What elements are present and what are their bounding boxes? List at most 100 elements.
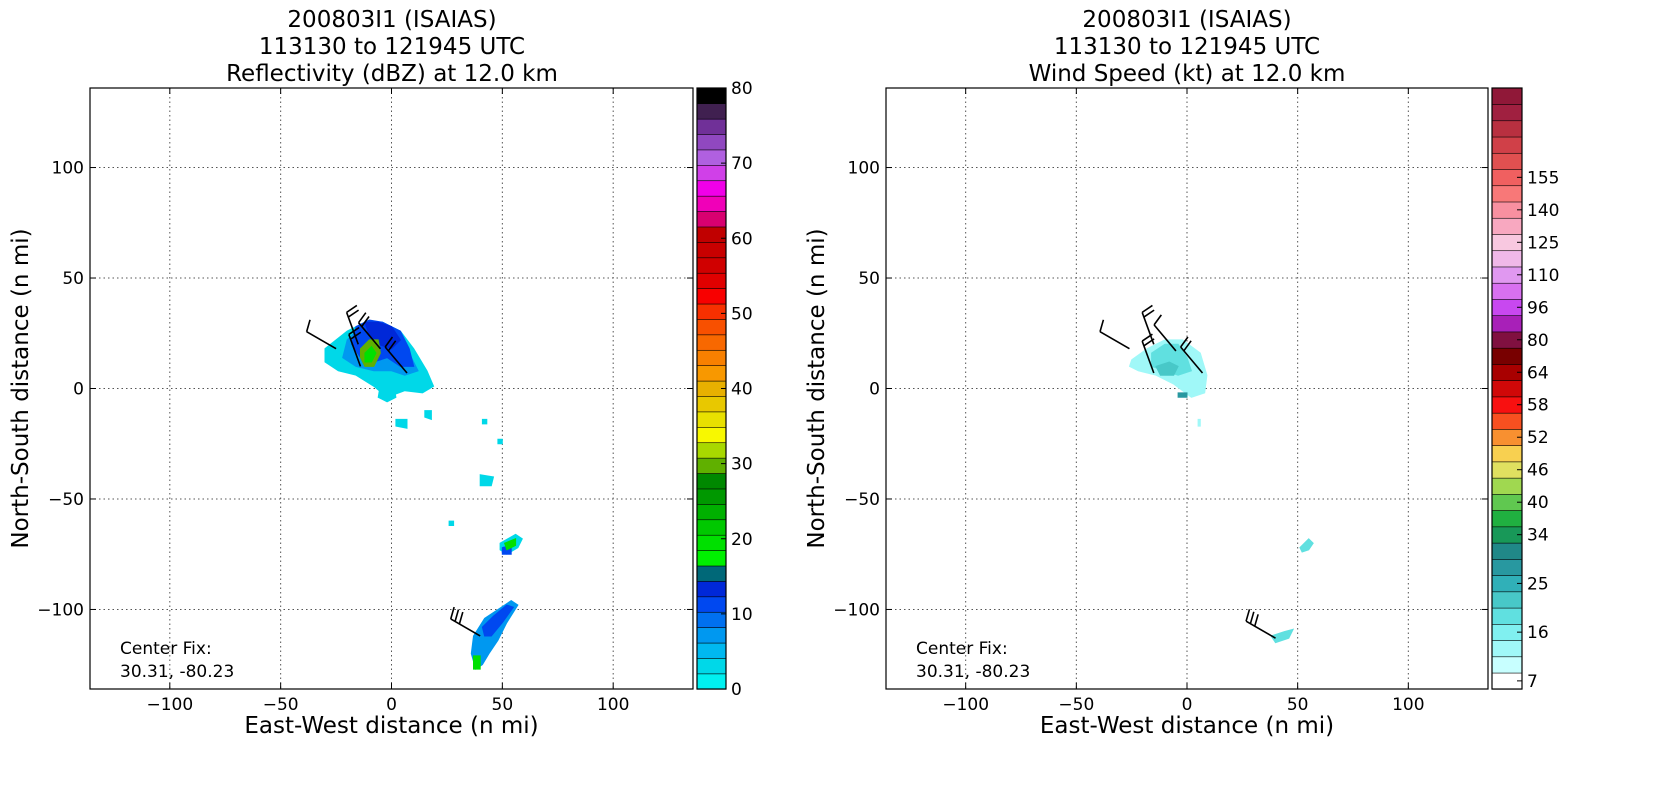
wind-barb-flag bbox=[1183, 340, 1192, 352]
chart-title-line: 113130 to 121945 UTC bbox=[1054, 34, 1320, 60]
x-axis-label: East-West distance (n mi) bbox=[1040, 713, 1334, 739]
colorbar-segment bbox=[696, 395, 727, 413]
y-tick-label: 100 bbox=[848, 159, 880, 179]
y-tick-label: −100 bbox=[833, 600, 880, 620]
colorbar-tick-label: 64 bbox=[1527, 363, 1549, 383]
colorbar-segment bbox=[1491, 445, 1523, 463]
x-tick-label: 50 bbox=[1287, 695, 1309, 715]
x-tick-label: 0 bbox=[1182, 695, 1193, 715]
wind-barb bbox=[345, 304, 360, 345]
wind-barb-flag bbox=[347, 309, 360, 318]
y-tick-label: −50 bbox=[844, 490, 880, 510]
colorbar-tick-label: 52 bbox=[1527, 428, 1549, 448]
chart-title-line: Reflectivity (dBZ) at 12.0 km bbox=[226, 61, 558, 87]
data-region bbox=[364, 345, 377, 363]
colorbar-segment bbox=[696, 288, 727, 305]
colorbar-segment bbox=[696, 210, 727, 228]
data-region bbox=[1197, 418, 1201, 427]
colorbar-segment bbox=[696, 226, 727, 243]
data-region bbox=[377, 383, 397, 403]
wind-barb-flag bbox=[1141, 304, 1153, 314]
colorbar-tick-label: 110 bbox=[1527, 266, 1559, 286]
x-tick-label: 100 bbox=[597, 695, 629, 715]
colorbar-segment bbox=[696, 488, 727, 505]
colorbar-segment bbox=[1491, 152, 1523, 170]
colorbar-segment bbox=[696, 257, 727, 274]
wind-barb-staff bbox=[384, 346, 408, 374]
colorbar-tick-label: 140 bbox=[1527, 201, 1559, 221]
colorbar-segment bbox=[1491, 185, 1523, 203]
wind-barb bbox=[449, 606, 481, 637]
colorbar-tick-label: 7 bbox=[1527, 672, 1538, 692]
colorbar-segment bbox=[696, 442, 727, 459]
x-tick-label: −50 bbox=[1058, 695, 1094, 715]
colorbar-segment bbox=[1491, 656, 1523, 674]
colorbar-tick-label: 96 bbox=[1527, 298, 1549, 318]
colorbar-segment bbox=[1491, 315, 1523, 333]
colorbar-segment bbox=[696, 580, 727, 598]
colorbar-segment bbox=[696, 195, 727, 212]
wind-barb-flag bbox=[346, 304, 358, 314]
data-region bbox=[395, 418, 408, 429]
colorbar-segment bbox=[696, 565, 727, 582]
colorbar-segment bbox=[1491, 477, 1523, 495]
colorbar-tick-label: 155 bbox=[1527, 168, 1559, 188]
colorbar-segment bbox=[1491, 639, 1523, 658]
colorbar-segment bbox=[696, 411, 727, 428]
wind-barb-flag bbox=[1245, 609, 1251, 622]
colorbar-segment bbox=[1491, 250, 1523, 268]
data-region bbox=[481, 604, 515, 637]
wind-barb bbox=[305, 319, 337, 350]
colorbar-tick-label: 80 bbox=[731, 79, 753, 99]
y-axis-label: North-South distance (n mi) bbox=[804, 228, 830, 548]
y-tick-label: −100 bbox=[37, 600, 84, 620]
colorbar-segment bbox=[696, 673, 727, 690]
wind-barb bbox=[1099, 319, 1130, 350]
wind-barb-staff bbox=[1245, 620, 1276, 639]
data-region bbox=[473, 655, 481, 670]
colorbar-segment bbox=[1491, 542, 1523, 560]
colorbar-segment bbox=[1491, 120, 1523, 138]
colorbar-segment bbox=[696, 164, 727, 182]
wind-barb-flag bbox=[1253, 614, 1259, 627]
colorbar-segment bbox=[1491, 412, 1523, 430]
colorbar-segment bbox=[696, 534, 727, 551]
wind-barb-flag bbox=[357, 312, 367, 324]
wind-barb-flag bbox=[1153, 314, 1162, 326]
colorbar-segment bbox=[1491, 136, 1523, 154]
colorbar-tick-label: 25 bbox=[1527, 574, 1549, 594]
colorbar-tick-label: 40 bbox=[731, 380, 753, 400]
colorbar-tick-label: 10 bbox=[731, 605, 753, 625]
wind-barb-staff bbox=[306, 331, 337, 350]
colorbar-tick-label: 60 bbox=[731, 229, 753, 249]
colorbar-segment bbox=[696, 550, 727, 567]
data-region bbox=[1270, 628, 1295, 644]
wind-barb-flag bbox=[387, 340, 397, 352]
colorbar-frame bbox=[1491, 87, 1523, 690]
colorbar-tick-label: 70 bbox=[731, 154, 753, 174]
wind-barb bbox=[1141, 304, 1155, 345]
center-fix-annotation: 30.31, -80.23 bbox=[916, 662, 1030, 682]
colorbar-segment bbox=[696, 334, 727, 351]
data-regions bbox=[1128, 339, 1314, 644]
y-tick-label: 100 bbox=[52, 159, 84, 179]
colorbar-segment bbox=[696, 118, 727, 135]
colorbar: 0 10 20 30 40 50 60 70 80 bbox=[696, 79, 753, 700]
colorbar-segment bbox=[1491, 87, 1523, 105]
wind-barb-staff bbox=[450, 618, 481, 637]
colorbar-segment bbox=[696, 133, 727, 151]
wind-barb-staff bbox=[345, 312, 359, 345]
center-fix-annotation: Center Fix: bbox=[916, 639, 1008, 659]
wind-barb-staff bbox=[1153, 324, 1177, 352]
panel-1: 200803I1 (ISAIAS)113130 to 121945 UTCRef… bbox=[8, 7, 753, 739]
colorbar-segment bbox=[696, 642, 727, 659]
colorbar-tick-label: 30 bbox=[731, 455, 753, 475]
colorbar-segment bbox=[1491, 607, 1523, 625]
colorbar-segment bbox=[1491, 510, 1523, 528]
colorbar-segment bbox=[696, 472, 727, 490]
data-region bbox=[1177, 392, 1188, 398]
colorbar-tick-label: 58 bbox=[1527, 396, 1549, 416]
colorbar-tick-label: 50 bbox=[731, 304, 753, 324]
